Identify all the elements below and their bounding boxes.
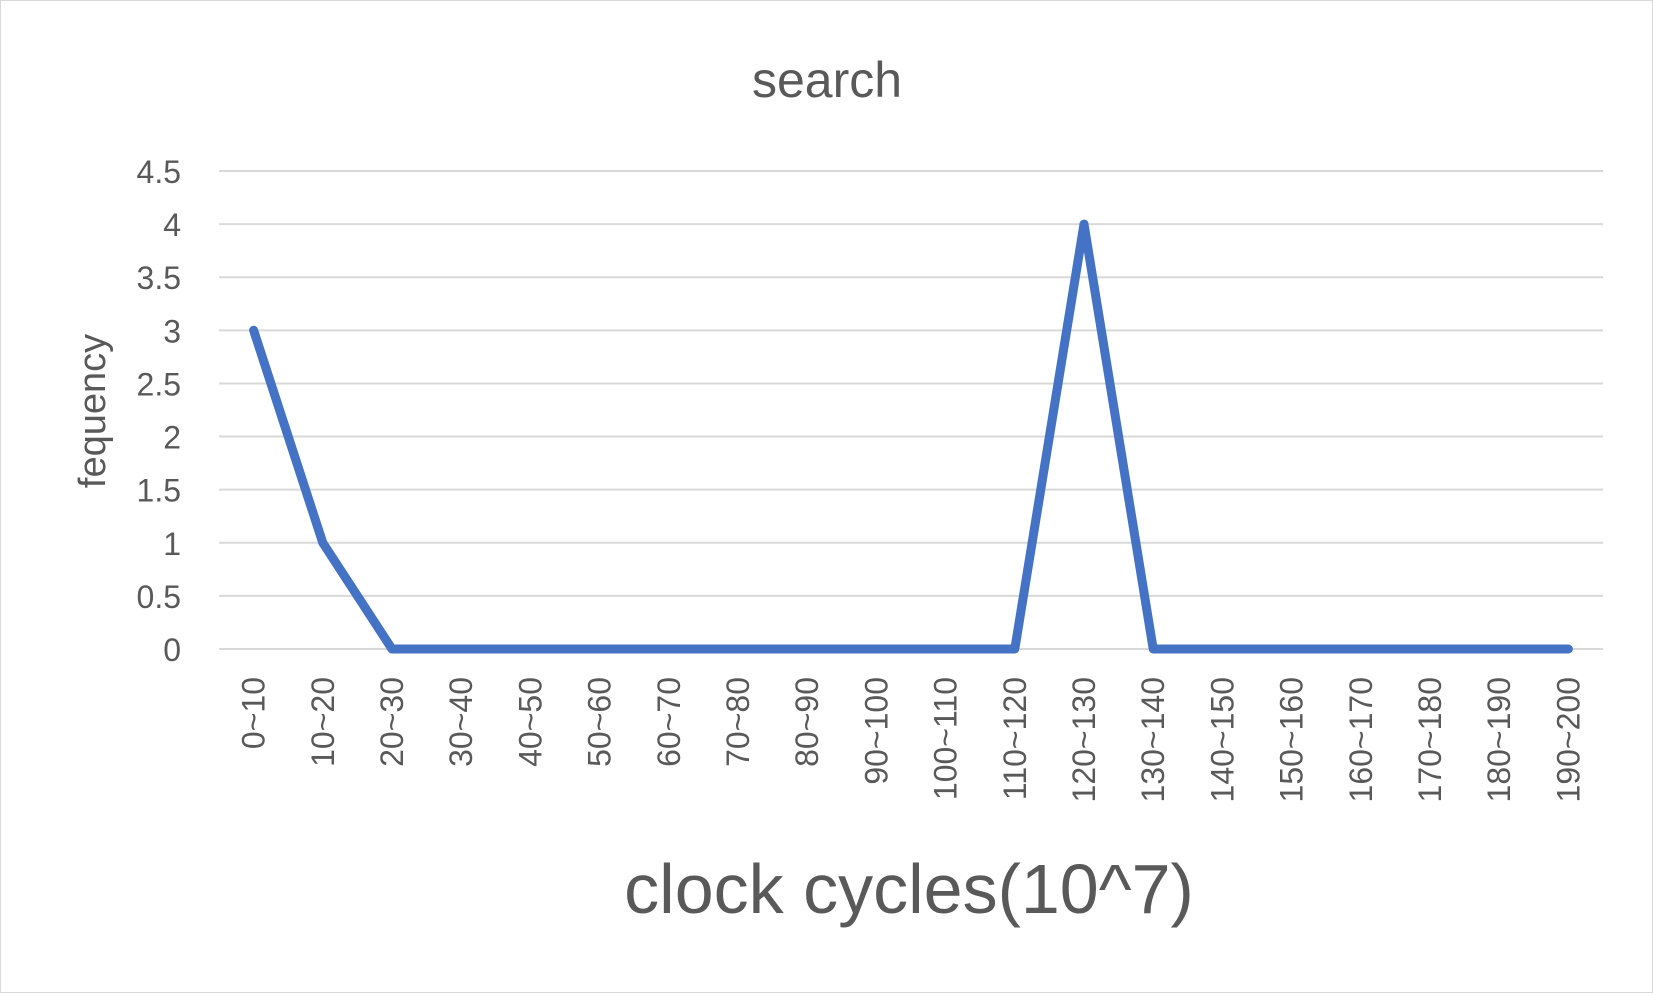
- data-point: [253, 329, 255, 331]
- data-point: [322, 542, 324, 544]
- x-tick-label: 30~40: [443, 677, 479, 767]
- x-tick-label: 10~20: [305, 677, 341, 767]
- x-tick-label: 110~120: [997, 677, 1033, 800]
- data-point: [1221, 648, 1223, 650]
- data-point: [599, 648, 601, 650]
- x-tick-label: 180~190: [1481, 677, 1517, 802]
- y-tick-label: 0: [163, 632, 181, 668]
- gridlines: [219, 170, 1603, 650]
- chart-title: search: [752, 52, 902, 108]
- x-tick-label: 160~170: [1343, 677, 1379, 802]
- data-point: [460, 648, 462, 650]
- data-point: [1014, 648, 1016, 650]
- x-tick-label: 40~50: [512, 677, 548, 767]
- data-point: [875, 648, 877, 650]
- data-point: [806, 648, 808, 650]
- y-tick-label: 1: [163, 526, 181, 562]
- x-tick-label: 120~130: [1066, 677, 1102, 802]
- x-tick-label: 20~30: [374, 677, 410, 767]
- y-tick-label: 4: [163, 207, 181, 243]
- x-tick-label: 50~60: [582, 677, 618, 767]
- y-axis-title: fequency: [72, 334, 114, 488]
- x-tick-label: 150~160: [1274, 677, 1310, 802]
- data-point: [1083, 223, 1085, 225]
- x-tick-label: 60~70: [651, 677, 687, 767]
- x-tick-label: 130~140: [1135, 677, 1171, 802]
- data-point: [737, 648, 739, 650]
- x-tick-label: 170~180: [1412, 677, 1448, 802]
- data-point: [1429, 648, 1431, 650]
- x-tick-label: 100~110: [928, 677, 964, 800]
- y-tick-label: 4.5: [137, 154, 181, 190]
- data-point: [1152, 648, 1154, 650]
- y-tick-label: 1.5: [137, 473, 181, 509]
- x-axis-title: clock cycles(10^7): [624, 850, 1194, 928]
- y-tick-labels: 0 0.5 1 1.5 2 2.5 3 3.5 4 4.5: [137, 154, 181, 668]
- series-group: [249, 219, 1573, 654]
- x-tick-label: 80~90: [789, 677, 825, 767]
- series-line: [249, 219, 1573, 654]
- data-point: [529, 648, 531, 650]
- y-tick-label: 3: [163, 313, 181, 349]
- x-tick-label: 140~150: [1204, 677, 1240, 802]
- data-point: [1360, 648, 1362, 650]
- x-tick-label: 70~80: [720, 677, 756, 767]
- x-tick-label: 190~200: [1550, 677, 1586, 802]
- data-point: [391, 648, 393, 650]
- data-point: [1498, 648, 1500, 650]
- y-tick-label: 3.5: [137, 260, 181, 296]
- x-tick-label: 0~10: [236, 677, 272, 749]
- data-point: [1291, 648, 1293, 650]
- data-point: [1567, 648, 1569, 650]
- data-point: [945, 648, 947, 650]
- x-tick-labels: 0~10 10~20 20~30 30~40 40~50 50~60 60~70 70~80 8…: [236, 677, 1587, 802]
- y-tick-label: 2.5: [137, 366, 181, 402]
- y-tick-label: 0.5: [137, 579, 181, 615]
- data-point: [668, 648, 670, 650]
- x-tick-label: 90~100: [858, 677, 894, 785]
- y-tick-label: 2: [163, 420, 181, 456]
